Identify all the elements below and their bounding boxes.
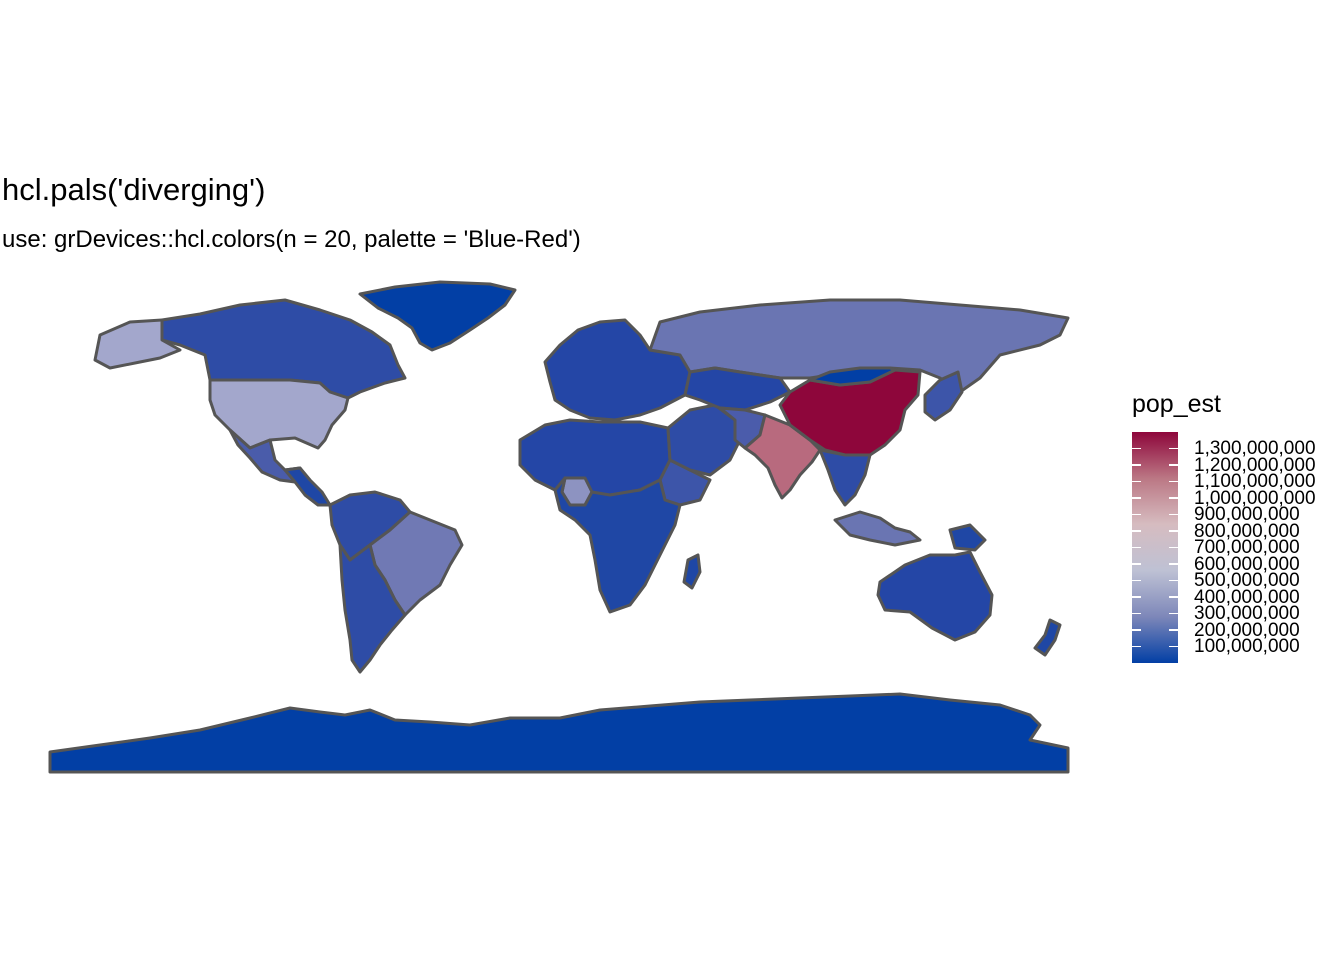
legend-tick-mark [1132,513,1141,516]
legend-tick-mark [1132,563,1141,565]
legend-tick-mark [1169,530,1178,532]
legend-tick-mark [1169,629,1178,631]
legend-tick-label: 800,000,000 [1194,520,1300,542]
region-south-america-south [338,543,407,674]
legend-tick-label: 900,000,000 [1194,504,1300,525]
region-central-asia [683,366,792,412]
legend-tick-mark [1169,480,1178,483]
legend-tick-mark [1169,563,1178,565]
region-middle-east [666,403,742,477]
legend-tick-mark [1132,579,1141,582]
legend-tick-mark [1169,612,1178,615]
map-title: hcl.pals('diverging') [2,172,266,207]
legend-tick-label: 600,000,000 [1194,553,1300,575]
legend-tick-mark [1132,612,1141,615]
legend-tick-label: 1,000,000,000 [1194,487,1316,509]
legend-tick-label: 100,000,000 [1194,636,1300,657]
region-indonesia [833,510,922,547]
legend-tick-mark [1169,513,1178,516]
legend-tick-label: 1,300,000,000 [1194,438,1316,459]
legend-tick-mark [1169,497,1178,499]
region-madagascar [682,553,702,590]
region-canada [160,298,407,400]
legend-tick-mark [1132,629,1141,631]
legend-tick-label: 500,000,000 [1194,570,1300,591]
legend-tick-mark [1169,579,1178,582]
region-central-america [283,466,332,507]
map-subtitle: use: grDevices::hcl.colors(n = 20, palet… [2,226,581,253]
region-japan-korea [923,370,964,422]
region-mongolia [808,366,897,387]
region-new-zealand [1033,618,1062,657]
region-alaska [93,318,182,370]
legend-tick-label: 400,000,000 [1194,586,1300,608]
legend-tick-label: 300,000,000 [1194,603,1300,624]
legend-tick-mark [1132,447,1141,450]
region-antarctica [48,692,1070,774]
legend-tick-mark [1132,645,1141,648]
region-greenland [358,280,517,352]
region-australia [876,550,994,642]
legend-tick-label: 1,200,000,000 [1194,454,1316,476]
region-central-southern-africa [553,476,682,614]
legend-tick-mark [1132,530,1141,532]
legend-tick-label: 700,000,000 [1194,537,1300,558]
legend-tick-mark [1132,546,1141,549]
legend-tick-mark [1169,447,1178,450]
legend-tick-mark [1132,596,1141,598]
legend-tick-mark [1132,464,1141,466]
region-southeast-asia [818,448,872,507]
legend-tick-mark [1169,464,1178,466]
legend-tick-label: 1,100,000,000 [1194,471,1316,492]
legend-tick-mark [1169,546,1178,549]
legend-tick-mark [1132,497,1141,499]
legend-tick-mark [1169,645,1178,648]
region-new-guinea [948,523,987,552]
legend-tick-label: 200,000,000 [1194,619,1300,641]
legend-tick-mark [1169,596,1178,598]
legend-title: pop_est [1132,390,1221,418]
region-usa [208,378,350,450]
region-north-africa [518,418,672,497]
legend-tick-mark [1132,480,1141,483]
